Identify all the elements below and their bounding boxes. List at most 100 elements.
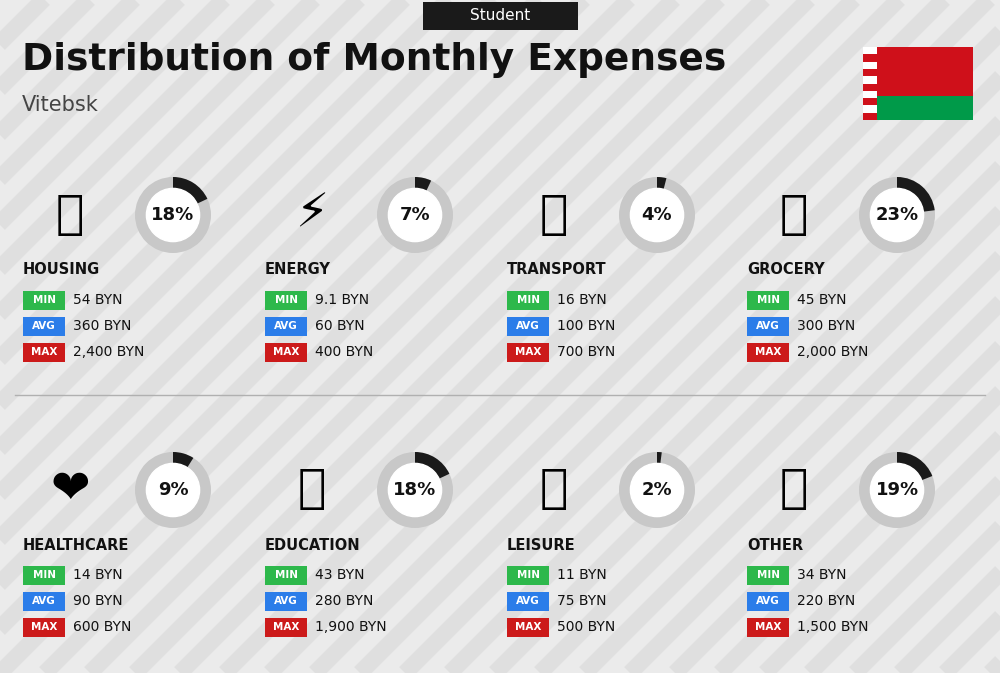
Text: ⚡: ⚡: [295, 192, 329, 238]
Wedge shape: [135, 177, 211, 253]
Text: 👝: 👝: [780, 468, 808, 513]
Text: MAX: MAX: [31, 622, 57, 632]
Text: 2,000 BYN: 2,000 BYN: [797, 345, 868, 359]
FancyBboxPatch shape: [863, 69, 877, 76]
Text: ❤: ❤: [50, 468, 90, 513]
Text: 23%: 23%: [875, 206, 919, 224]
Text: 🏗: 🏗: [56, 192, 84, 238]
Circle shape: [870, 464, 924, 517]
Wedge shape: [657, 452, 662, 464]
Text: 2%: 2%: [642, 481, 672, 499]
Text: MAX: MAX: [755, 347, 781, 357]
Text: AVG: AVG: [274, 596, 298, 606]
FancyBboxPatch shape: [265, 343, 307, 361]
Circle shape: [870, 188, 924, 242]
Wedge shape: [173, 177, 207, 204]
Wedge shape: [415, 452, 449, 479]
Wedge shape: [859, 177, 935, 253]
FancyBboxPatch shape: [877, 96, 973, 120]
FancyBboxPatch shape: [265, 592, 307, 610]
Wedge shape: [377, 177, 453, 253]
Wedge shape: [619, 452, 695, 528]
Circle shape: [388, 188, 442, 242]
Text: 700 BYN: 700 BYN: [557, 345, 615, 359]
FancyBboxPatch shape: [747, 618, 789, 637]
Text: 2,400 BYN: 2,400 BYN: [73, 345, 144, 359]
FancyBboxPatch shape: [23, 316, 65, 336]
FancyBboxPatch shape: [265, 291, 307, 310]
FancyBboxPatch shape: [747, 592, 789, 610]
Text: 34 BYN: 34 BYN: [797, 568, 846, 582]
Text: 500 BYN: 500 BYN: [557, 620, 615, 634]
Text: AVG: AVG: [32, 596, 56, 606]
Text: 16 BYN: 16 BYN: [557, 293, 607, 307]
Circle shape: [146, 188, 200, 242]
Wedge shape: [859, 452, 935, 528]
Wedge shape: [897, 177, 935, 212]
FancyBboxPatch shape: [863, 55, 877, 62]
Text: 9%: 9%: [158, 481, 188, 499]
Text: 1,500 BYN: 1,500 BYN: [797, 620, 868, 634]
Text: HEALTHCARE: HEALTHCARE: [23, 538, 129, 553]
Text: HOUSING: HOUSING: [23, 262, 100, 277]
Text: 🛍: 🛍: [540, 468, 568, 513]
Text: TRANSPORT: TRANSPORT: [507, 262, 607, 277]
Text: 54 BYN: 54 BYN: [73, 293, 122, 307]
Wedge shape: [415, 177, 431, 191]
Text: 🎓: 🎓: [298, 468, 326, 513]
FancyBboxPatch shape: [863, 47, 877, 55]
Text: ENERGY: ENERGY: [265, 262, 331, 277]
Text: 300 BYN: 300 BYN: [797, 319, 855, 333]
FancyBboxPatch shape: [863, 62, 877, 69]
Text: MAX: MAX: [755, 622, 781, 632]
Text: 🚌: 🚌: [540, 192, 568, 238]
Text: 100 BYN: 100 BYN: [557, 319, 615, 333]
FancyBboxPatch shape: [265, 565, 307, 584]
Wedge shape: [619, 177, 695, 253]
Wedge shape: [173, 452, 193, 468]
FancyBboxPatch shape: [23, 565, 65, 584]
Text: 1,900 BYN: 1,900 BYN: [315, 620, 387, 634]
FancyBboxPatch shape: [507, 291, 549, 310]
FancyBboxPatch shape: [265, 618, 307, 637]
Text: EDUCATION: EDUCATION: [265, 538, 361, 553]
Text: 14 BYN: 14 BYN: [73, 568, 123, 582]
Text: 45 BYN: 45 BYN: [797, 293, 846, 307]
Text: MIN: MIN: [32, 570, 56, 580]
Text: MIN: MIN: [32, 295, 56, 305]
Text: MAX: MAX: [515, 347, 541, 357]
FancyBboxPatch shape: [863, 98, 877, 106]
Wedge shape: [897, 452, 932, 481]
Text: 19%: 19%: [875, 481, 919, 499]
Text: 🛒: 🛒: [780, 192, 808, 238]
Text: 400 BYN: 400 BYN: [315, 345, 373, 359]
Circle shape: [630, 188, 684, 242]
Text: 9.1 BYN: 9.1 BYN: [315, 293, 369, 307]
FancyBboxPatch shape: [863, 83, 877, 91]
Wedge shape: [135, 452, 211, 528]
Text: 18%: 18%: [393, 481, 437, 499]
Text: GROCERY: GROCERY: [747, 262, 825, 277]
Text: 90 BYN: 90 BYN: [73, 594, 123, 608]
Text: 280 BYN: 280 BYN: [315, 594, 373, 608]
FancyBboxPatch shape: [747, 316, 789, 336]
Text: AVG: AVG: [32, 321, 56, 331]
FancyBboxPatch shape: [863, 112, 877, 120]
FancyBboxPatch shape: [23, 291, 65, 310]
FancyBboxPatch shape: [23, 592, 65, 610]
FancyBboxPatch shape: [23, 343, 65, 361]
FancyBboxPatch shape: [422, 2, 578, 30]
Text: 18%: 18%: [151, 206, 195, 224]
Text: 220 BYN: 220 BYN: [797, 594, 855, 608]
Text: AVG: AVG: [516, 596, 540, 606]
FancyBboxPatch shape: [23, 618, 65, 637]
Text: 7%: 7%: [400, 206, 430, 224]
FancyBboxPatch shape: [265, 316, 307, 336]
Text: MIN: MIN: [516, 570, 540, 580]
FancyBboxPatch shape: [507, 316, 549, 336]
Text: MAX: MAX: [273, 622, 299, 632]
FancyBboxPatch shape: [877, 47, 973, 96]
Text: AVG: AVG: [274, 321, 298, 331]
Text: MIN: MIN: [757, 570, 780, 580]
Circle shape: [630, 464, 684, 517]
